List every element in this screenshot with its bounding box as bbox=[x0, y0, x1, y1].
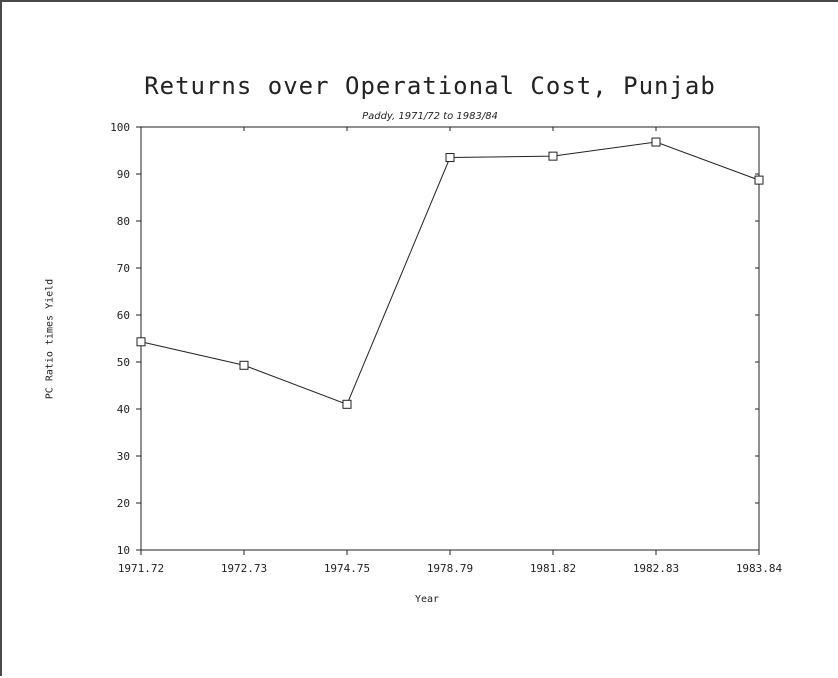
data-point-marker bbox=[548, 151, 558, 161]
data-point-marker bbox=[136, 337, 146, 347]
x-tick-label: 1971.72 bbox=[118, 562, 164, 575]
y-tick-label: 40 bbox=[117, 403, 130, 416]
x-tick-label: 1982.83 bbox=[633, 562, 679, 575]
data-point-marker bbox=[754, 175, 764, 185]
x-tick-label: 1972.73 bbox=[221, 562, 267, 575]
plot-frame bbox=[140, 126, 760, 551]
y-tick-label: 20 bbox=[117, 497, 130, 510]
data-point-marker bbox=[445, 153, 455, 163]
y-tick-label: 100 bbox=[110, 121, 130, 134]
data-point-marker bbox=[342, 399, 352, 409]
series-line bbox=[140, 141, 760, 405]
data-point-marker bbox=[651, 137, 661, 147]
data-point-marker bbox=[239, 360, 249, 370]
x-tick-label: 1974.75 bbox=[324, 562, 370, 575]
x-tick-label: 1981.82 bbox=[530, 562, 576, 575]
y-tick-label: 70 bbox=[117, 262, 130, 275]
y-tick-label: 60 bbox=[117, 309, 130, 322]
y-tick-label: 10 bbox=[117, 544, 130, 557]
chart-subtitle: Paddy, 1971/72 to 1983/84 bbox=[362, 111, 498, 122]
y-tick-label: 30 bbox=[117, 450, 130, 463]
x-axis-label: Year bbox=[415, 594, 440, 605]
x-tick-label: 1983.84 bbox=[736, 562, 783, 575]
x-tick-label: 1978.79 bbox=[427, 562, 473, 575]
y-tick-label: 80 bbox=[117, 215, 130, 228]
y-tick-label: 50 bbox=[117, 356, 130, 369]
chart-title: Returns over Operational Cost, Punjab bbox=[144, 72, 716, 100]
y-tick-label: 90 bbox=[117, 168, 130, 181]
